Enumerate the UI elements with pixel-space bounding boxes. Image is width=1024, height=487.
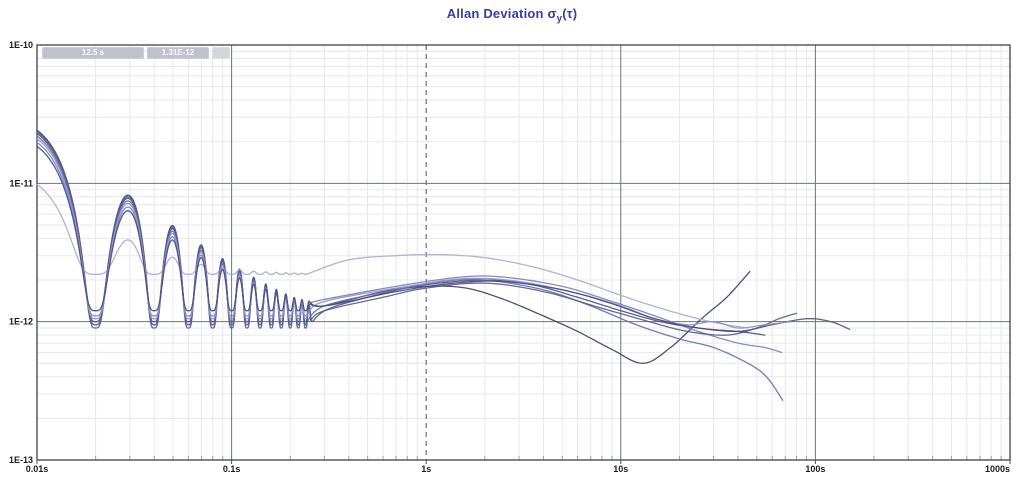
allan-curve-run-8[interactable] <box>36 145 766 336</box>
allan-curve-run-3[interactable] <box>36 135 784 401</box>
y-tick-label: 1E-12 <box>9 317 33 327</box>
grid-minor <box>37 45 1010 460</box>
allan-curve-run-7[interactable] <box>36 138 792 329</box>
allan-curve-run-6[interactable] <box>36 131 798 336</box>
x-tick-label: 0.01s <box>26 464 49 474</box>
chart-title-subscript: y <box>556 13 563 25</box>
x-tick-label: 100s <box>805 464 825 474</box>
chart-title: Allan Deviation σy(τ) <box>0 6 1024 25</box>
x-tick-label: 0.1s <box>223 464 241 474</box>
cursor-readout: 12.5 s 1.31E-12 <box>42 47 230 59</box>
x-tick-label: 10s <box>613 464 628 474</box>
y-tick-label: 1E-11 <box>9 178 33 188</box>
x-tick-label: 1s <box>421 464 431 474</box>
allan-curve-run-4[interactable] <box>36 141 783 354</box>
x-tick-label: 1000s <box>985 464 1010 474</box>
readout-tau-value: 12.5 s <box>42 47 144 59</box>
x-axis-major-ticks <box>36 460 1011 464</box>
y-tick-label: 1E-13 <box>9 455 33 465</box>
series-paths <box>36 129 851 401</box>
x-axis-labels: 0.01s 0.1s 1s 10s 100s 1000s <box>26 464 1010 474</box>
readout-sigma-value: 1.31E-12 <box>147 47 209 59</box>
readout-spacer <box>212 47 230 59</box>
allan-curve-run-2[interactable] <box>36 132 851 333</box>
plot-border <box>36 44 1011 461</box>
chart-title-suffix: (τ) <box>562 6 578 21</box>
allan-curve-run-5[interactable] <box>36 183 749 329</box>
chart-title-text: Allan Deviation σ <box>446 6 557 21</box>
grid-major <box>37 45 1010 460</box>
y-tick-label: 1E-10 <box>9 40 33 50</box>
y-axis-labels: 1E-10 1E-11 1E-12 1E-13 <box>9 40 33 465</box>
